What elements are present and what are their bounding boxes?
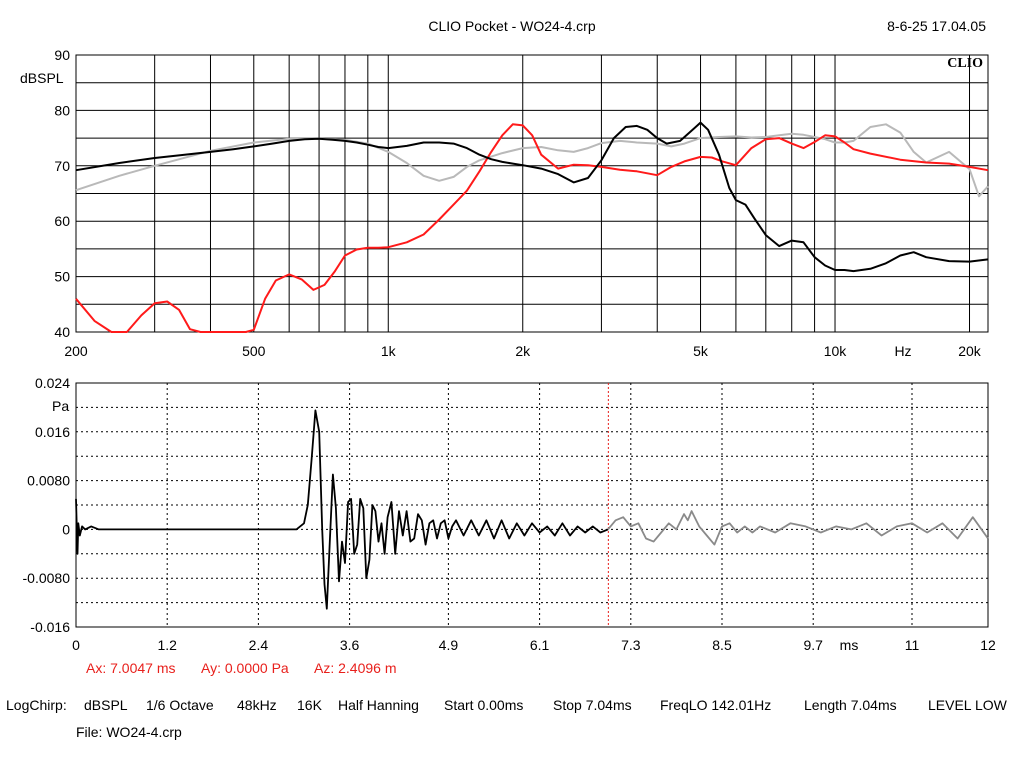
impulse-x-tick-label: 9.7 (803, 637, 823, 653)
settings-item: 1/6 Octave (146, 697, 214, 713)
impulse-series-line-1 (75, 409, 609, 610)
frequency-y-tick-label: 60 (54, 213, 70, 229)
cursor-readout: Ax: 7.0047 ms Ay: 0.0000 Pa Az: 2.4096 m (86, 660, 397, 676)
impulse-x-tick-label: 3.6 (340, 637, 360, 653)
impulse-y-tick-label: 0.024 (35, 375, 70, 391)
impulse-x-tick-label: 0 (72, 637, 80, 653)
settings-item: Start 0.00ms (444, 697, 523, 713)
frequency-y-tick-label: 50 (54, 269, 70, 285)
impulse-x-tick-label: 1.2 (157, 637, 177, 653)
window-title: CLIO Pocket - WO24-4.crp (428, 18, 595, 34)
frequency-series-line-1 (75, 121, 989, 273)
cursor-az-readout: Az: 2.4096 m (314, 660, 397, 676)
impulse-x-tick-labels: 0 1.2 2.4 3.6 4.9 6.1 7.3 8.5 9.7 11 12 (72, 637, 996, 653)
frequency-x-tick-label: 20k (958, 343, 982, 359)
impulse-x-tick-label: 2.4 (249, 637, 269, 653)
impulse-y-tick-label: 0.0080 (27, 473, 70, 489)
frequency-y-tick-label: 90 (54, 47, 70, 63)
frequency-y-tick-label: 40 (54, 324, 70, 340)
cursor-ay-readout: Ay: 0.0000 Pa (201, 660, 289, 676)
frequency-response-chart: 40 50 60 70 80 90 200 500 1k 2k 5k 10k 20k dBSPL Hz… (20, 47, 989, 359)
frequency-y-axis-label: dBSPL (20, 70, 64, 86)
settings-item: Stop 7.04ms (553, 697, 632, 713)
impulse-response-chart: 0.024 0.016 0.0080 0 -0.0080 -0.016 0 1.2 2.4 3.… (23, 375, 996, 653)
frequency-y-tick-label: 70 (54, 158, 70, 174)
measurement-settings-bar: LogChirp: dBSPL 1/6 Octave 48kHz 16K Half Han… (6, 697, 1008, 713)
settings-item: LEVEL LOW (928, 697, 1008, 713)
settings-item: FreqLO 142.01Hz (660, 697, 771, 713)
impulse-x-unit-label: ms (840, 637, 859, 653)
frequency-series (75, 121, 989, 333)
frequency-x-tick-label: 1k (381, 343, 397, 359)
impulse-x-tick-label: 11 (905, 637, 920, 653)
frequency-x-tick-label: 2k (515, 343, 531, 359)
settings-item: Length 7.04ms (804, 697, 897, 713)
file-name: File: WO24-4.crp (76, 724, 182, 740)
settings-item: dBSPL (84, 697, 128, 713)
settings-item: 48kHz (237, 697, 277, 713)
cursor-ax-readout: Ax: 7.0047 ms (86, 660, 176, 676)
frequency-x-tick-label: 500 (242, 343, 266, 359)
frequency-y-tick-labels: 40 50 60 70 80 90 (54, 47, 70, 340)
frequency-x-tick-label: 5k (693, 343, 709, 359)
impulse-x-tick-label: 7.3 (621, 637, 641, 653)
frequency-x-tick-labels: 200 500 1k 2k 5k 10k 20k (64, 343, 981, 359)
impulse-y-tick-label: 0.016 (35, 424, 70, 440)
impulse-y-axis-label: Pa (52, 398, 69, 414)
settings-item: 16K (297, 697, 323, 713)
frequency-x-unit-label: Hz (894, 343, 911, 359)
frequency-x-tick-label: 200 (64, 343, 88, 359)
impulse-x-tick-label: 4.9 (439, 637, 459, 653)
impulse-series (75, 409, 989, 610)
impulse-y-tick-label: -0.0080 (23, 570, 71, 586)
impulse-x-tick-label: 6.1 (530, 637, 550, 653)
impulse-x-tick-label: 12 (980, 637, 996, 653)
impulse-y-tick-label: 0 (62, 521, 70, 537)
impulse-series-line-2 (607, 510, 989, 546)
frequency-x-tick-label: 10k (824, 343, 848, 359)
impulse-y-tick-labels: 0.024 0.016 0.0080 0 -0.0080 -0.016 (23, 375, 71, 635)
timestamp: 8-6-25 17.04.05 (887, 18, 986, 34)
impulse-grid (76, 383, 988, 627)
clio-logo: CLIO (947, 56, 983, 71)
impulse-y-tick-label: -0.016 (30, 619, 70, 635)
settings-item: Half Hanning (338, 697, 419, 713)
frequency-series-line-2 (75, 123, 989, 333)
impulse-x-tick-label: 8.5 (712, 637, 732, 653)
frequency-y-tick-label: 80 (54, 102, 70, 118)
settings-item: LogChirp: (6, 697, 67, 713)
